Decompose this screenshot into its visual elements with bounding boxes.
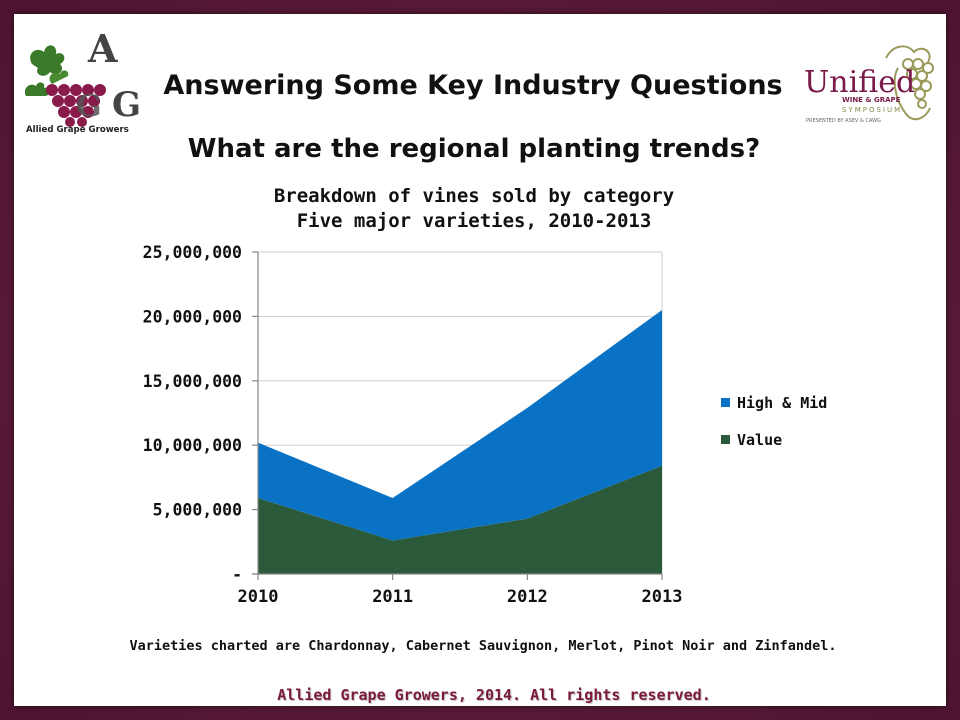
legend-label-value: Value [737, 431, 782, 449]
y-tick-label: 5,000,000 [153, 501, 242, 520]
chart-areas [258, 309, 662, 574]
chart-title-line-1: Breakdown of vines sold by category [273, 185, 675, 207]
y-tick-labels: - 5,000,000 10,000,000 15,000,000 20,000,000… [143, 243, 242, 584]
chart-axes [252, 251, 663, 580]
chart-legend: High & Mid Value [721, 394, 827, 449]
y-tick-label: 15,000,000 [143, 372, 242, 391]
svg-text:G: G [112, 85, 141, 125]
x-tick-label: 2013 [642, 587, 683, 607]
legend-label-high-mid: High & Mid [737, 394, 827, 412]
legend-swatch-high-mid [721, 398, 730, 407]
logo-name: Unified [804, 65, 915, 100]
x-tick-labels: 2010 2011 2012 2013 [238, 587, 683, 607]
svg-text:G: G [76, 89, 102, 124]
varieties-footnote: Varieties charted are Chardonnay, Cabern… [129, 638, 837, 654]
area-value [258, 465, 662, 574]
slide: A G G Allied Grape Growers Unified WINE … [14, 14, 946, 706]
allied-grape-growers-logo: A G G Allied Grape Growers [24, 26, 141, 135]
area-high-mid [258, 309, 662, 541]
y-tick-label: - [232, 565, 242, 584]
x-tick-label: 2011 [372, 587, 413, 607]
chart-title-line-2: Five major varieties, 2010-2013 [296, 210, 652, 232]
legend-swatch-value [721, 435, 730, 444]
unified-symposium-logo: Unified WINE & GRAPE SYMPOSIUM PRESENTED… [804, 45, 934, 124]
logo-line3: SYMPOSIUM [842, 106, 902, 114]
logo-caption: Allied Grape Growers [26, 125, 129, 135]
slide-title: Answering Some Key Industry Questions [163, 70, 783, 101]
copyright-text: Allied Grape Growers, 2014. All rights r… [277, 686, 711, 704]
x-tick-label: 2012 [507, 587, 548, 607]
svg-text:A: A [87, 26, 118, 71]
area-chart: - 5,000,000 10,000,000 15,000,000 20,000,000… [143, 243, 828, 607]
y-tick-label: 10,000,000 [143, 436, 242, 455]
logo-line2: WINE & GRAPE [842, 96, 901, 104]
slide-subtitle: What are the regional planting trends? [187, 134, 761, 164]
logo-line4: PRESENTED BY ASEV & CAWG [806, 118, 881, 124]
x-tick-label: 2010 [238, 587, 279, 607]
y-tick-label: 25,000,000 [143, 243, 242, 262]
chart-title: Breakdown of vines sold by category Five… [264, 184, 684, 234]
y-tick-label: 20,000,000 [143, 307, 242, 326]
